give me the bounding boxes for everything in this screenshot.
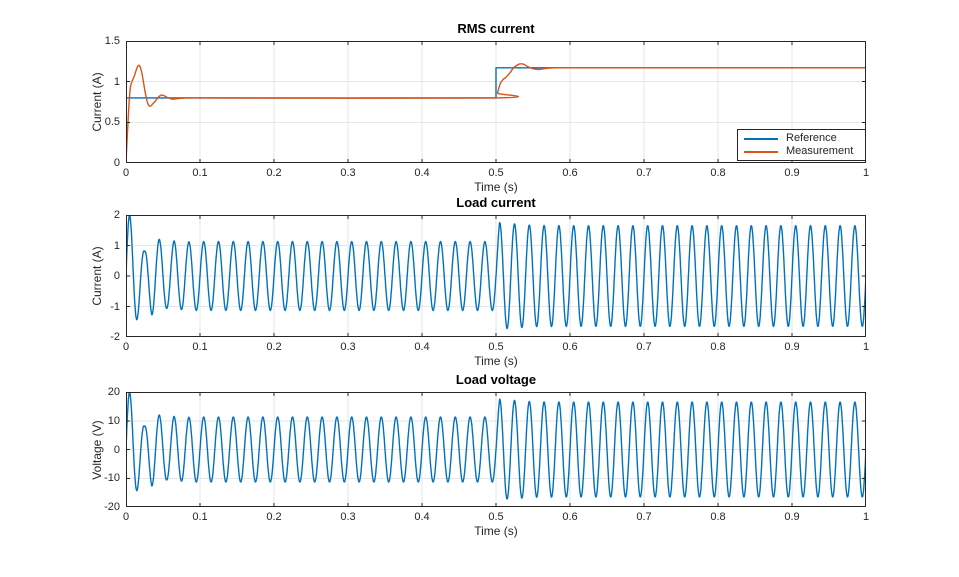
x-tick-label: 0.3 [340,341,356,353]
x-tick-label: 0.1 [192,341,208,353]
x-tick-label: 0.2 [266,511,282,523]
y-axis-label: Voltage (V) [90,419,104,480]
plot-area-load-voltage [126,392,866,507]
y-tick-label: -10 [104,472,120,485]
y-tick-label: 0.5 [104,116,120,129]
x-tick-label: 0.2 [266,167,282,179]
y-tick-label: 20 [107,386,120,398]
x-tick-label: 0.7 [636,511,652,523]
x-tick-label: 0.1 [192,167,208,179]
x-tick-label: 0.8 [710,511,726,523]
y-tick-label: 1.5 [104,35,120,47]
y-tick-label: 1 [113,239,120,252]
x-tick-label: 0.3 [340,511,356,523]
x-tick-label: 0.7 [636,167,652,179]
x-tick-label: 0 [122,167,130,179]
x-tick-label: 0 [122,511,130,523]
y-tick-label: 2 [113,209,120,221]
y-axis-label: Current (A) [90,72,104,132]
x-tick-label: 0.9 [784,341,800,353]
x-tick-label: 0.5 [488,341,504,353]
y-tick-label: -1 [110,300,120,313]
plot-title-load-current: Load current [456,195,536,210]
x-tick-label: 1 [862,341,870,353]
x-tick-label: 0.3 [340,167,356,179]
y-tick-label: 10 [107,414,120,427]
x-tick-label: 1 [862,511,870,523]
legend-entry-measurement: Measurement [738,145,865,158]
y-axis-label: Current (A) [90,246,104,306]
y-tick-label: -20 [104,501,120,513]
x-tick-label: 0.4 [414,511,430,523]
x-tick-label: 0.5 [488,167,504,179]
x-tick-label: 0.6 [562,167,578,179]
y-tick-label: 0 [113,443,120,456]
x-tick-label: 0 [122,341,130,353]
x-tick-label: 0.5 [488,511,504,523]
x-tick-label: 0.4 [414,341,430,353]
x-axis-label: Time (s) [474,180,518,194]
plot-title-rms-current: RMS current [457,21,535,36]
x-tick-label: 0.6 [562,341,578,353]
x-tick-label: 0.9 [784,167,800,179]
plot-area-load-current [126,215,866,337]
legend: Reference Measurement [737,129,866,161]
x-tick-label: 0.8 [710,341,726,353]
x-tick-label: 0.9 [784,511,800,523]
x-tick-label: 0.6 [562,511,578,523]
legend-line-sample-measurement [744,150,778,153]
plot-area-rms-current [126,41,866,163]
y-tick-label: -2 [110,331,120,343]
legend-label-measurement: Measurement [786,145,854,157]
y-tick-label: 0 [113,270,120,282]
x-tick-label: 1 [862,167,870,179]
x-tick-label: 0.8 [710,167,726,179]
legend-label-reference: Reference [786,132,837,144]
x-tick-label: 0.4 [414,167,430,179]
x-axis-label: Time (s) [474,524,518,538]
y-tick-label: 0 [113,157,120,169]
y-tick-label: 1 [113,75,120,88]
x-tick-label: 0.7 [636,341,652,353]
legend-entry-reference: Reference [738,132,865,145]
x-tick-label: 0.2 [266,341,282,353]
x-axis-label: Time (s) [474,354,518,368]
legend-line-sample-reference [744,137,778,140]
x-tick-label: 0.1 [192,511,208,523]
plot-title-load-voltage: Load voltage [455,372,537,387]
